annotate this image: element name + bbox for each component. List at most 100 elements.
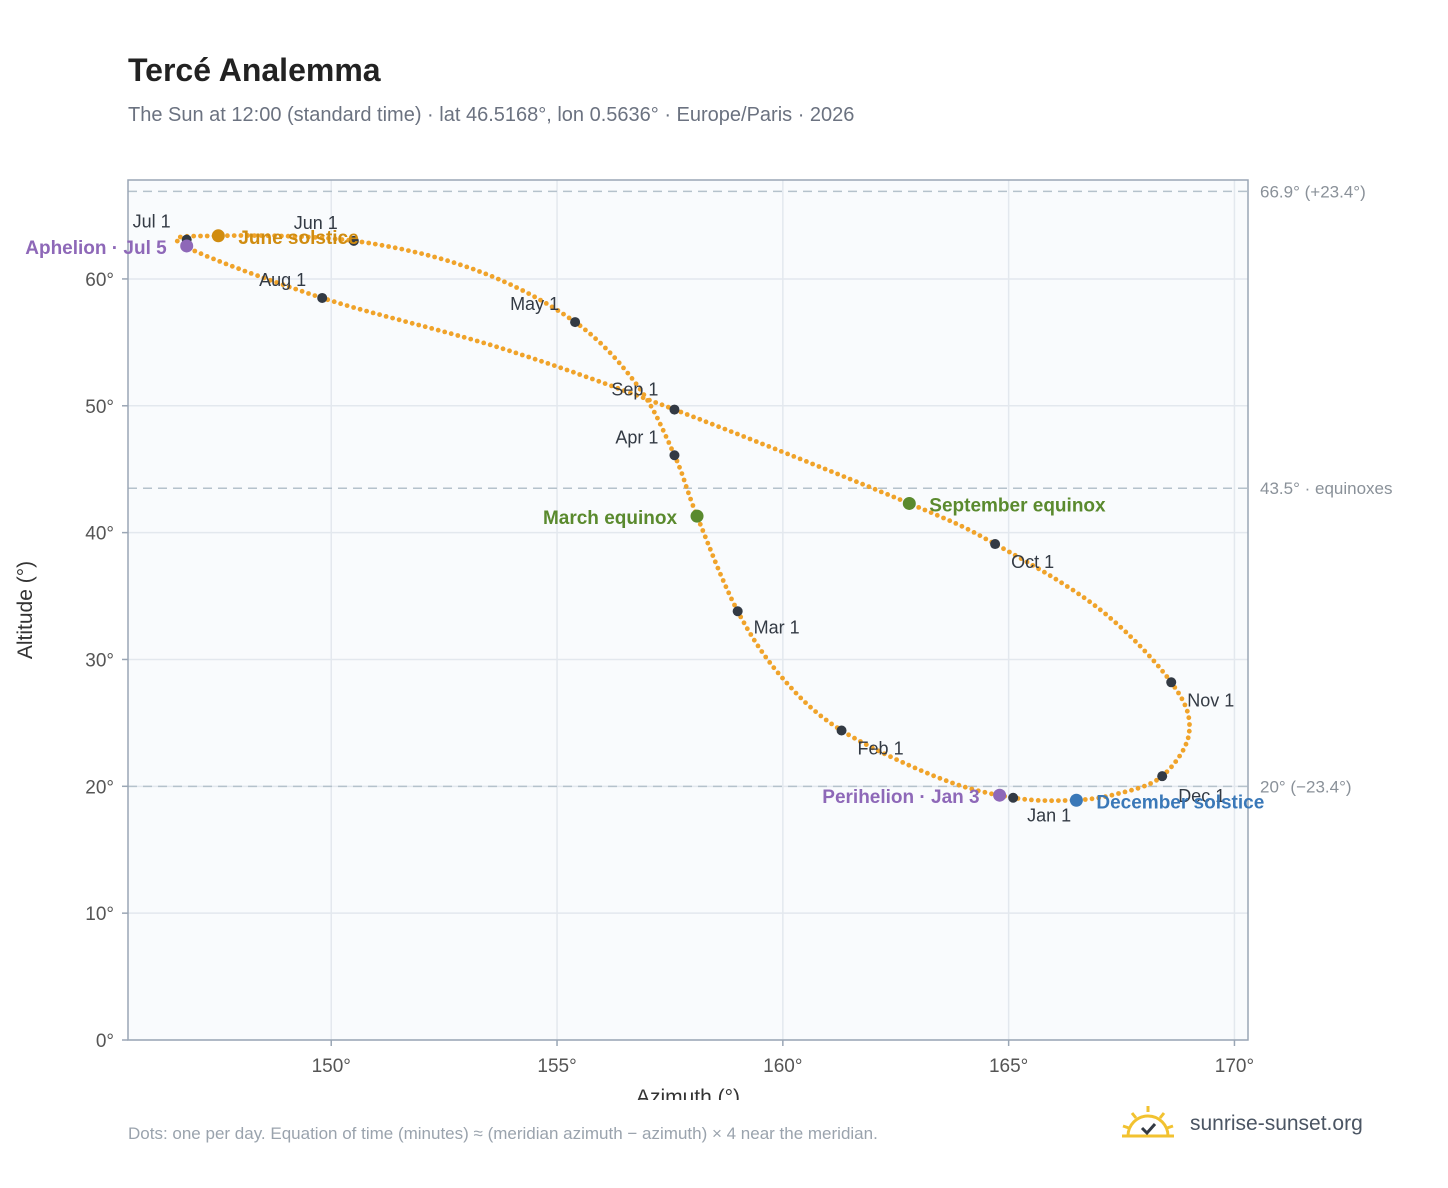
daily-dot (558, 365, 564, 371)
month-marker-dot (1166, 677, 1177, 688)
daily-dot (286, 284, 292, 290)
daily-dot (803, 700, 808, 705)
daily-dot (483, 271, 489, 277)
daily-dot (771, 665, 777, 671)
daily-dot (596, 378, 602, 384)
daily-dot (487, 342, 493, 348)
daily-dot (741, 620, 747, 626)
daily-sun-path (174, 233, 1192, 804)
daily-dot (858, 739, 863, 744)
daily-dot (1022, 796, 1028, 802)
month-marker-label: Dec 1 (1178, 786, 1225, 806)
daily-dot (690, 503, 696, 508)
daily-dot (715, 565, 721, 571)
daily-dot (653, 400, 659, 405)
daily-dot (747, 436, 753, 442)
daily-dot (1030, 563, 1036, 568)
daily-dot (808, 704, 813, 710)
month-marker-label: Oct 1 (1011, 552, 1054, 572)
daily-dot (364, 308, 369, 314)
daily-dot (663, 434, 669, 439)
daily-dot (545, 361, 551, 366)
daily-dot (709, 421, 715, 427)
daily-dot (292, 234, 298, 239)
daily-dot (267, 277, 273, 283)
daily-dot (888, 754, 893, 760)
daily-dot (1062, 798, 1068, 803)
daily-dot (707, 546, 713, 552)
daily-dot (897, 497, 903, 502)
daily-dot (651, 409, 657, 415)
daily-dot (729, 596, 734, 602)
daily-dot (818, 713, 824, 719)
event-marker-dot (1069, 793, 1083, 807)
daily-dot (1007, 549, 1012, 555)
daily-dot (299, 234, 304, 240)
event-marker-dot (902, 496, 916, 510)
daily-dot (797, 456, 803, 462)
daily-dot (588, 331, 593, 337)
daily-dot (338, 301, 343, 307)
daily-dot (1147, 653, 1152, 659)
x-tick-label: 170° (1215, 1056, 1254, 1077)
daily-dot (494, 344, 499, 350)
daily-dot (1135, 785, 1141, 791)
daily-dot (1180, 747, 1186, 753)
daily-dot (823, 717, 829, 723)
daily-dot (293, 286, 299, 292)
daily-dot (603, 345, 608, 351)
daily-dot (1081, 595, 1087, 601)
daily-dot (280, 282, 286, 288)
daily-dot (766, 444, 772, 449)
daily-dot (854, 479, 859, 485)
event-marker-label: September equinox (929, 495, 1106, 516)
daily-dot (458, 262, 463, 268)
daily-dot (916, 505, 922, 510)
daily-dot (470, 266, 476, 272)
daily-dot (878, 489, 884, 495)
daily-dot (198, 251, 204, 257)
daily-dot (231, 233, 237, 239)
daily-dot (1186, 715, 1192, 721)
daily-dot (950, 780, 955, 786)
y-tick-label: 30° (85, 650, 114, 671)
daily-dot (943, 778, 949, 784)
daily-dot (598, 340, 603, 346)
month-marker-dot (570, 317, 581, 328)
daily-dot (1177, 753, 1182, 759)
daily-dot (759, 649, 765, 654)
daily-dot (959, 523, 965, 529)
daily-dot (1076, 591, 1081, 597)
daily-dot (872, 486, 878, 492)
month-marker-label: Apr 1 (615, 427, 658, 447)
event-marker-dot (211, 229, 225, 243)
reference-line-label: 43.5° · equinoxes (1260, 479, 1393, 498)
daily-dot (798, 695, 804, 701)
daily-dot (912, 765, 918, 771)
daily-dot (1001, 546, 1006, 552)
daily-dot (760, 441, 765, 447)
daily-dot (1164, 674, 1170, 679)
daily-dot (416, 322, 422, 328)
daily-dot (869, 745, 875, 751)
month-marker-label: Jul 1 (133, 212, 171, 232)
daily-dot (703, 419, 709, 425)
daily-dot (406, 248, 411, 254)
daily-dot (1047, 573, 1053, 579)
brand[interactable]: sunrise-sunset.org (1120, 1100, 1363, 1148)
daily-dot (532, 294, 537, 300)
daily-dot (285, 233, 291, 239)
daily-dot (1012, 552, 1018, 558)
daily-dot (666, 440, 672, 445)
x-tick-label: 160° (763, 1056, 802, 1077)
analemma-chart: 66.9° (+23.4°) 43.5° · equinoxes 20° (−23.… (14, 179, 1393, 1100)
daily-dot (679, 471, 685, 476)
daily-dot (894, 757, 899, 762)
month-marker-dot (990, 539, 1001, 550)
daily-dot (429, 326, 435, 331)
daily-dot (763, 654, 769, 660)
daily-dot (1184, 708, 1190, 714)
daily-dot (1070, 587, 1076, 593)
daily-dot (691, 414, 696, 420)
reference-line-label: 66.9° (+23.4°) (1260, 182, 1366, 201)
